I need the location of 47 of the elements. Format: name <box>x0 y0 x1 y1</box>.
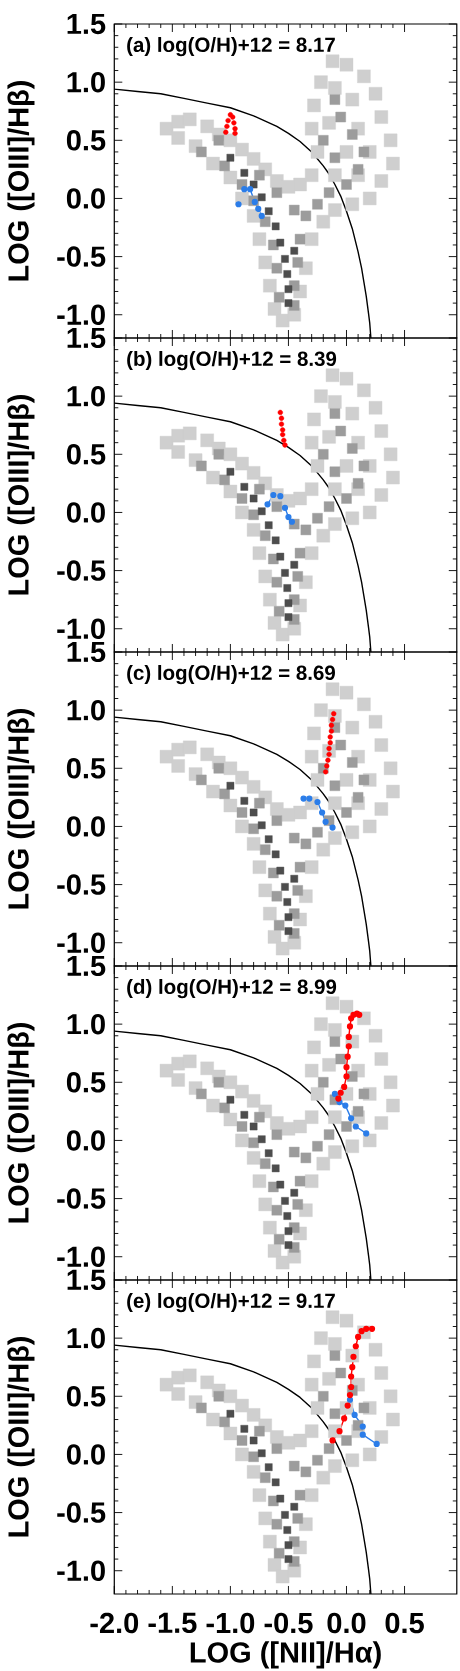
y-tick-label: 0.0 <box>66 502 105 523</box>
y-tick-label: 1.5 <box>67 13 106 35</box>
y-tick-label: 0.0 <box>66 188 105 209</box>
y-axis-title: LOG ([OIII]/Hβ) <box>7 1336 35 1537</box>
y-tick-label: 1.5 <box>67 641 106 663</box>
y-tick-label: -1.0 <box>57 304 105 326</box>
y-tick-label: -1.0 <box>57 618 105 639</box>
y-tick-label: -1.0 <box>57 932 105 953</box>
y-tick-label: 1.5 <box>67 327 106 349</box>
y-tick-label: 0.5 <box>66 1386 106 1407</box>
y-tick-label: 1.5 <box>67 955 106 977</box>
y-tick-label: 0.5 <box>66 1072 106 1093</box>
x-tick-label: 0.0 <box>327 1612 366 1634</box>
y-tick-label: 1.0 <box>67 385 105 407</box>
y-tick-label: 0.5 <box>66 758 106 779</box>
annotation: (d) log(O/H)+12 = 8.99 <box>127 979 337 999</box>
y-axis-title: LOG ([OIII]/Hβ) <box>7 80 35 281</box>
y-tick-label: 1.0 <box>67 1327 105 1349</box>
y-tick-label: -0.5 <box>57 1502 106 1523</box>
y-tick-label: 0.0 <box>66 1130 105 1151</box>
y-tick-label: -0.5 <box>57 246 106 267</box>
y-axis-title: LOG ([OIII]/Hβ) <box>7 708 35 909</box>
y-tick-label: -0.5 <box>57 1188 106 1209</box>
y-tick-label: -0.5 <box>57 560 106 581</box>
y-axis-title: LOG ([OIII]/Hβ) <box>7 394 35 595</box>
x-tick-label: 0.5 <box>385 1612 424 1634</box>
y-axis-title: LOG ([OIII]/Hβ) <box>7 1022 35 1223</box>
y-tick-label: 1.0 <box>67 699 105 721</box>
y-tick-label: -0.5 <box>57 874 106 895</box>
annotation: (a) log(O/H)+12 = 8.17 <box>127 37 335 57</box>
annotation: (c) log(O/H)+12 = 8.69 <box>127 665 335 685</box>
y-tick-label: -1.0 <box>57 1246 105 1267</box>
y-tick-label: 1.0 <box>67 71 105 93</box>
y-tick-label: 0.5 <box>66 130 106 151</box>
annotation: (e) log(O/H)+12 = 9.17 <box>127 1293 335 1313</box>
y-tick-label: 0.0 <box>66 1444 105 1465</box>
y-tick-label: 1.0 <box>67 1013 105 1035</box>
x-tick-label: -1.0 <box>206 1612 255 1634</box>
y-tick-label: 0.0 <box>66 816 105 837</box>
y-tick-label: -1.0 <box>57 1560 105 1581</box>
x-tick-label: -1.5 <box>148 1612 197 1634</box>
y-tick-label: 1.5 <box>67 1269 106 1291</box>
annotation: (b) log(O/H)+12 = 8.39 <box>127 351 337 371</box>
x-axis-title: LOG ([NII]/Hα) <box>190 1641 381 1669</box>
x-tick-label: -0.5 <box>264 1612 313 1634</box>
x-tick-label: -2.0 <box>90 1612 139 1634</box>
y-tick-label: 0.5 <box>66 444 106 465</box>
